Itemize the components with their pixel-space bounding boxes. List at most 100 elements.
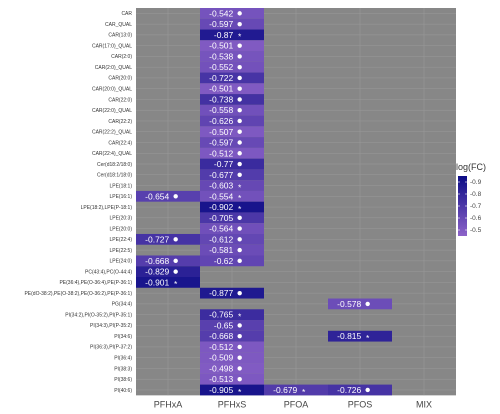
legend-title: log(FC) <box>456 162 486 172</box>
significance-dot-marker <box>173 258 178 264</box>
row-label: PI(38:3) <box>114 366 132 372</box>
significance-star-marker: * <box>238 312 242 322</box>
heatmap-cell <box>200 201 264 213</box>
legend-tick-label: -0.8 <box>470 191 482 198</box>
row-label: CAR <box>121 11 132 17</box>
significance-dot-marker <box>173 194 178 199</box>
heatmap-cell <box>200 255 264 267</box>
significance-dot-marker <box>237 258 242 264</box>
heatmap-cell <box>200 72 264 84</box>
legend-tick-label: -0.6 <box>470 215 482 222</box>
row-label: PI(38:6) <box>114 377 132 383</box>
heatmap-cell <box>200 373 264 385</box>
significance-dot-marker <box>237 355 242 360</box>
cell-value-label: -0.509 <box>209 353 233 363</box>
cell-value-label: -0.62 <box>214 256 234 266</box>
cell-value-label: -0.507 <box>209 127 233 137</box>
significance-dot-marker <box>237 247 242 253</box>
heatmap-cell <box>200 94 264 105</box>
significance-dot-marker <box>237 86 242 91</box>
cell-value-label: -0.581 <box>209 245 233 255</box>
cell-value-label: -0.679 <box>273 385 297 395</box>
row-label: LPE(18:2),LPE(P-18:1) <box>81 205 133 211</box>
row-label: CAR(22:4)_QUAL <box>92 151 132 157</box>
cell-value-label: -0.564 <box>209 224 233 234</box>
significance-star-marker: * <box>238 193 242 203</box>
significance-dot-marker <box>237 54 242 59</box>
heatmap-cell <box>200 115 264 127</box>
cell-value-label: -0.578 <box>337 299 361 309</box>
cell-value-label: -0.905 <box>209 385 233 395</box>
significance-dot-marker <box>237 237 242 242</box>
row-label: LPE(20:0) <box>109 226 132 232</box>
column-label: PFHxS <box>218 399 247 409</box>
significance-dot-marker <box>237 172 242 177</box>
column-labels: PFHxA PFHxS PFOA PFOS MIX <box>154 399 432 409</box>
cell-value-label: -0.603 <box>209 181 233 191</box>
cell-value-label: -0.501 <box>209 84 233 94</box>
row-label: CAR(2:0) <box>111 54 132 60</box>
heatmap-cell <box>200 223 264 234</box>
legend-tick-label: -0.7 <box>470 203 482 210</box>
row-label: CAR(13:0) <box>108 33 132 39</box>
cell-value-label: -0.77 <box>214 159 234 169</box>
row-label: CAR(20:0)_QUAL <box>92 87 132 93</box>
heatmap-cell <box>200 8 264 19</box>
cell-value-label: -0.654 <box>145 191 169 201</box>
heatmap-cell <box>328 298 392 310</box>
row-label: LPE(20:3) <box>109 216 132 222</box>
column-label: PFOA <box>284 399 309 409</box>
significance-dot-marker <box>237 118 242 124</box>
heatmap-cell <box>200 384 264 396</box>
heatmap-cell <box>200 190 264 202</box>
cell-value-label: -0.558 <box>209 105 233 115</box>
heatmap-cell <box>200 320 264 331</box>
row-label: CAR(2:0)_QUAL <box>95 65 132 71</box>
heatmap-cell <box>328 384 392 396</box>
heatmap-cell <box>136 266 200 277</box>
cell-value-label: -0.552 <box>209 62 233 72</box>
cell-value-label: -0.597 <box>209 138 233 148</box>
legend-tick-label: -0.9 <box>470 179 482 186</box>
row-labels: CAR CAR_QUAL CAR(13:0) CAR(17:0)_QUAL CAR(2:… <box>24 11 132 394</box>
row-label: PC(43:4),PC(O-44:4) <box>85 269 132 275</box>
significance-dot-marker <box>237 344 242 350</box>
cell-value-label: -0.65 <box>214 320 234 330</box>
cell-value-label: -0.513 <box>209 374 233 384</box>
row-label: PI(36:4) <box>114 356 132 362</box>
column-label: MIX <box>416 399 432 409</box>
significance-dot-marker <box>237 161 242 167</box>
row-label: CAR(20:0) <box>108 76 132 82</box>
row-label: LPE(22:5) <box>109 248 132 254</box>
heatmap-cell <box>200 40 264 52</box>
significance-dot-marker <box>173 269 178 274</box>
cell-value-label: -0.877 <box>209 288 233 298</box>
heatmap-cell <box>200 180 264 191</box>
heatmap-cell <box>200 212 264 224</box>
significance-dot-marker <box>365 387 370 393</box>
significance-star-marker: * <box>238 182 242 192</box>
significance-dot-marker <box>237 377 242 382</box>
cell-value-label: -0.668 <box>209 331 233 341</box>
significance-star-marker: * <box>174 279 178 289</box>
legend-ticks: -0.9 -0.8 -0.7 -0.6 -0.5 <box>458 179 482 234</box>
significance-dot-marker <box>237 151 242 156</box>
cell-value-label: -0.538 <box>209 51 233 61</box>
row-label: PI(34:2),PI(O-35:2),PI(P-35:1) <box>65 312 132 318</box>
grid-lines <box>136 8 456 396</box>
significance-dot-marker <box>237 108 242 113</box>
row-label: PG(34:4) <box>112 302 133 308</box>
significance-dot-marker <box>173 237 178 242</box>
row-label: CAR(22:0) <box>108 97 132 103</box>
significance-star-marker: * <box>366 333 370 343</box>
heatmap-cell <box>200 244 264 256</box>
row-label: PE(36:4),PE(O-36:4),PE(P-36:1) <box>59 280 132 286</box>
significance-dot-marker <box>237 333 242 339</box>
heatmap-cell <box>264 384 328 396</box>
significance-star-marker: * <box>238 204 242 214</box>
significance-dot-marker <box>237 75 242 81</box>
column-label: PFOS <box>348 399 373 409</box>
row-label: Cer(d18:2/18:0) <box>97 162 132 168</box>
heatmap-cell <box>200 104 264 116</box>
